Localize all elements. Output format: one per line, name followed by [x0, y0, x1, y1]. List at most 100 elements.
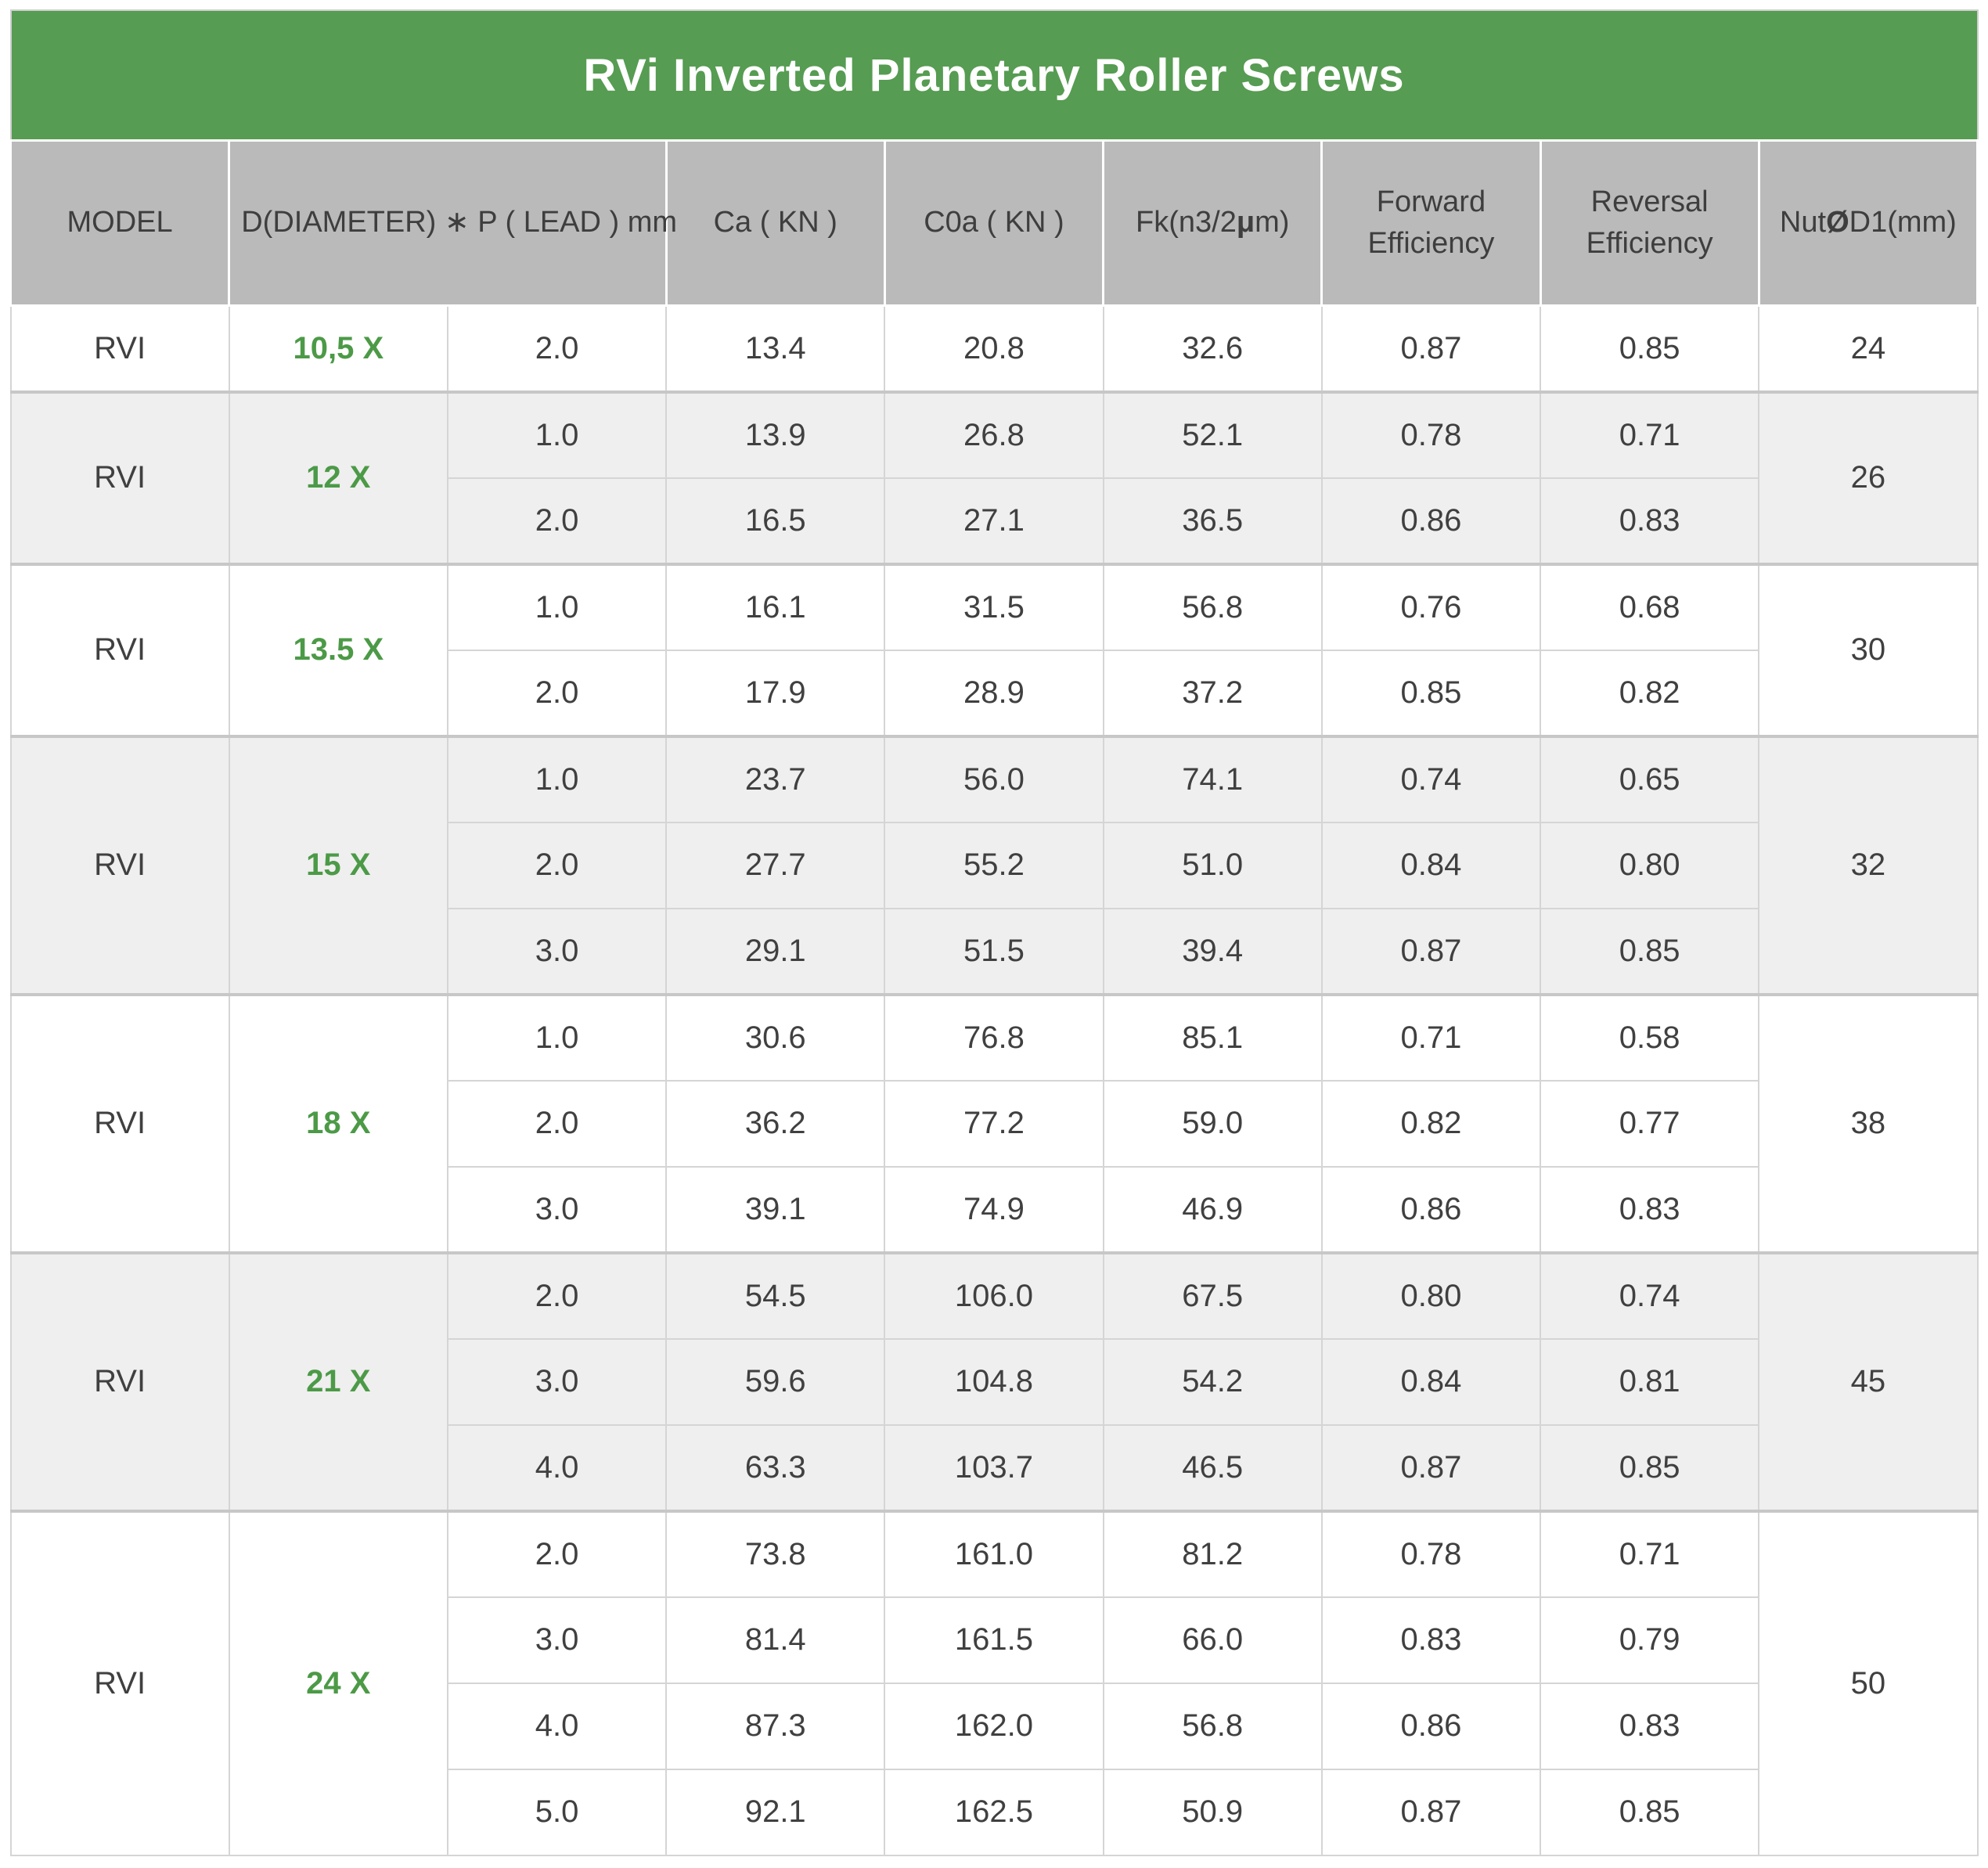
col-header-c0a: C0a ( KN ): [883, 139, 1105, 307]
table-row: RVI 18 X 1.0 30.6 76.8 85.1 0.71 0.58 38: [9, 992, 1979, 1254]
table-row: 2.0 27.7 55.2 51.0 0.84 0.80: [11, 821, 1978, 909]
model-cell: RVI: [9, 992, 230, 1254]
fk-cell: 36.5: [1102, 477, 1323, 565]
fk-cell: 51.0: [1102, 821, 1323, 909]
ca-cell: 27.7: [665, 821, 886, 909]
table-row: 5.0 92.1 162.5 50.9 0.87 0.85: [11, 1768, 1978, 1856]
ca-cell: 36.2: [665, 1079, 886, 1168]
lead-cell: 2.0: [446, 477, 668, 565]
lead-cell: 1.0: [446, 562, 668, 651]
reversal-efficiency-cell: 0.74: [1540, 1251, 1760, 1340]
reversal-efficiency-cell: 0.71: [1540, 1509, 1760, 1598]
forward-efficiency-cell: 0.84: [1320, 1337, 1542, 1426]
forward-efficiency-cell: 0.84: [1320, 821, 1542, 909]
reversal-efficiency-cell: 0.58: [1540, 992, 1760, 1082]
c0a-cell: 51.5: [884, 907, 1104, 995]
forward-efficiency-cell: 0.78: [1320, 390, 1542, 479]
table-row: RVI 12 X 1.0 13.9 26.8 52.1 0.78 0.71 26: [9, 390, 1979, 565]
model-cell: RVI: [9, 1509, 230, 1856]
ca-cell: 16.5: [665, 477, 886, 565]
fk-cell: 50.9: [1102, 1768, 1323, 1856]
table-row: 2.0 17.9 28.9 37.2 0.85 0.82: [11, 649, 1978, 737]
model-cell: RVI: [9, 390, 230, 565]
model-cell: RVI: [9, 304, 230, 393]
col-header-fk: Fk(n3/2μm): [1102, 139, 1324, 307]
reversal-efficiency-cell: 0.83: [1540, 1682, 1760, 1770]
lead-cell: 2.0: [446, 1509, 668, 1598]
ca-cell: 30.6: [665, 992, 886, 1082]
forward-efficiency-cell: 0.78: [1320, 1509, 1542, 1598]
c0a-cell: 27.1: [884, 477, 1104, 565]
size-cell: 21 X: [228, 1251, 448, 1512]
fk-cell: 54.2: [1102, 1337, 1323, 1426]
table-row: RVI 15 X 1.0 23.7 56.0 74.1 0.74 0.65 32: [9, 734, 1979, 995]
nut-cell: 32: [1758, 734, 1979, 995]
c0a-cell: 104.8: [884, 1337, 1104, 1426]
fk-cell: 66.0: [1102, 1596, 1323, 1684]
ca-cell: 87.3: [665, 1682, 886, 1770]
table-row: 4.0 87.3 162.0 56.8 0.86 0.83: [11, 1682, 1978, 1770]
table-row: RVI 13.5 X 1.0 16.1 31.5 56.8 0.76 0.68 …: [9, 562, 1979, 737]
fk-cell: 81.2: [1102, 1509, 1323, 1598]
nut-cell: 24: [1758, 304, 1979, 393]
size-cell: 18 X: [228, 992, 448, 1254]
lead-cell: 3.0: [446, 1596, 668, 1684]
c0a-cell: 74.9: [884, 1165, 1104, 1254]
fk-cell: 32.6: [1102, 304, 1323, 393]
lead-cell: 4.0: [446, 1423, 668, 1512]
table-row: 3.0 59.6 104.8 54.2 0.84 0.81: [11, 1337, 1978, 1426]
c0a-cell: 161.0: [884, 1509, 1104, 1598]
nut-label-diameter-symbol: Ø: [1826, 206, 1849, 239]
forward-efficiency-cell: 0.86: [1320, 1682, 1542, 1770]
ca-cell: 16.1: [665, 562, 886, 651]
c0a-cell: 31.5: [884, 562, 1104, 651]
col-header-diameter-lead: D(DIAMETER) ∗ P ( LEAD ) mm: [228, 139, 677, 307]
c0a-cell: 103.7: [884, 1423, 1104, 1512]
table-row: RVI 10,5 X 2.0 13.4 20.8 32.6 0.87 0.85 …: [9, 304, 1979, 393]
col-header-nut-diameter: NutØD1(mm): [1757, 139, 1979, 307]
table-row: 3.0 29.1 51.5 39.4 0.87 0.85: [11, 907, 1978, 995]
reversal-efficiency-cell: 0.68: [1540, 562, 1760, 651]
ca-cell: 13.9: [665, 390, 886, 479]
reversal-efficiency-cell: 0.71: [1540, 390, 1760, 479]
ca-cell: 92.1: [665, 1768, 886, 1856]
lead-cell: 3.0: [446, 1165, 668, 1254]
lead-cell: 1.0: [446, 390, 668, 479]
table-row: 3.0 39.1 74.9 46.9 0.86 0.83: [11, 1165, 1978, 1254]
fk-cell: 67.5: [1102, 1251, 1323, 1340]
col-header-forward-efficiency: Forward Efficiency: [1320, 139, 1542, 307]
nut-cell: 30: [1758, 562, 1979, 737]
forward-efficiency-cell: 0.82: [1320, 1079, 1542, 1168]
lead-cell: 2.0: [446, 304, 668, 393]
forward-efficiency-cell: 0.83: [1320, 1596, 1542, 1684]
fk-label-prefix: Fk(n3/2: [1136, 206, 1237, 239]
reversal-efficiency-cell: 0.83: [1540, 477, 1760, 565]
table-row: 3.0 81.4 161.5 66.0 0.83 0.79: [11, 1596, 1978, 1684]
c0a-cell: 28.9: [884, 649, 1104, 737]
col-header-reversal-efficiency: Reversal Efficiency: [1539, 139, 1760, 307]
ca-cell: 59.6: [665, 1337, 886, 1426]
size-cell: 12 X: [228, 390, 448, 565]
c0a-cell: 161.5: [884, 1596, 1104, 1684]
ca-cell: 73.8: [665, 1509, 886, 1598]
fk-cell: 56.8: [1102, 1682, 1323, 1770]
lead-cell: 5.0: [446, 1768, 668, 1856]
fk-label-mu: μ: [1236, 206, 1255, 239]
fk-cell: 56.8: [1102, 562, 1323, 651]
forward-efficiency-cell: 0.87: [1320, 304, 1542, 393]
nut-cell: 50: [1758, 1509, 1979, 1856]
lead-cell: 2.0: [446, 649, 668, 737]
reversal-efficiency-cell: 0.85: [1540, 907, 1760, 995]
ca-cell: 81.4: [665, 1596, 886, 1684]
table-row: 4.0 63.3 103.7 46.5 0.87 0.85: [11, 1423, 1978, 1512]
model-cell: RVI: [9, 562, 230, 737]
fk-cell: 39.4: [1102, 907, 1323, 995]
lead-cell: 3.0: [446, 907, 668, 995]
fk-cell: 37.2: [1102, 649, 1323, 737]
reversal-efficiency-cell: 0.85: [1540, 1423, 1760, 1512]
lead-cell: 2.0: [446, 1251, 668, 1340]
lead-cell: 4.0: [446, 1682, 668, 1770]
ca-cell: 17.9: [665, 649, 886, 737]
ca-cell: 63.3: [665, 1423, 886, 1512]
reversal-efficiency-cell: 0.85: [1540, 304, 1760, 393]
